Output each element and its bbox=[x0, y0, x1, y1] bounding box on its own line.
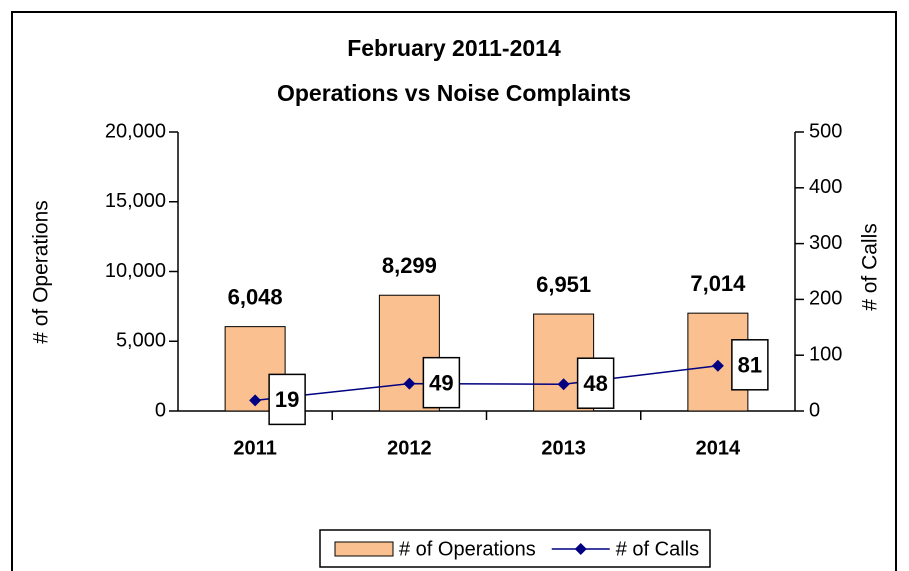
y2-tick-label: 500 bbox=[809, 120, 842, 142]
legend-marker bbox=[574, 543, 587, 555]
y-axis-label: # of Operations bbox=[30, 200, 53, 344]
value-label-box bbox=[422, 356, 461, 409]
y2-tick-label: 0 bbox=[809, 399, 820, 421]
y-tick-label: 15,000 bbox=[105, 190, 166, 212]
chart-title: February 2011-2014 bbox=[347, 35, 561, 61]
marker bbox=[249, 394, 262, 407]
y2-tick-label: 200 bbox=[809, 288, 842, 310]
value-label-box bbox=[268, 373, 306, 426]
bar-value-label: 6,951 bbox=[536, 272, 591, 297]
line-value-label: 19 bbox=[275, 387, 299, 412]
y-tick-label: 0 bbox=[155, 399, 166, 421]
value-label-box bbox=[576, 357, 615, 409]
line-value-label: 49 bbox=[429, 370, 453, 395]
x-tick-label: 2011 bbox=[233, 437, 276, 459]
legend-label: # of Calls bbox=[616, 538, 699, 560]
chart-border bbox=[11, 11, 897, 571]
x-tick-label: 2014 bbox=[696, 437, 741, 459]
y-tick-label: 20,000 bbox=[105, 120, 166, 142]
legend-swatch bbox=[334, 541, 394, 557]
line-value-label: 81 bbox=[738, 353, 762, 378]
legend-label: # of Operations bbox=[399, 538, 536, 560]
y2-axis-label: # of Calls bbox=[859, 223, 882, 311]
bar-value-label: 8,299 bbox=[382, 253, 437, 278]
bar-value-label: 6,048 bbox=[228, 284, 283, 309]
line bbox=[255, 365, 718, 402]
marker bbox=[557, 378, 570, 391]
y-tick-label: 10,000 bbox=[105, 260, 166, 282]
bar-value-label: 7,014 bbox=[690, 271, 746, 296]
y2-tick-label: 400 bbox=[809, 176, 842, 198]
y-tick-label: 5,000 bbox=[116, 330, 166, 352]
chart-subtitle: Operations vs Noise Complaints bbox=[277, 80, 631, 106]
value-label-box bbox=[731, 339, 769, 391]
marker bbox=[711, 359, 724, 372]
y2-tick-label: 100 bbox=[809, 343, 842, 365]
x-tick-label: 2013 bbox=[541, 437, 586, 459]
y2-tick-label: 300 bbox=[809, 232, 842, 254]
line-value-label: 48 bbox=[583, 371, 607, 396]
x-tick-label: 2012 bbox=[387, 437, 432, 459]
marker bbox=[403, 377, 416, 390]
